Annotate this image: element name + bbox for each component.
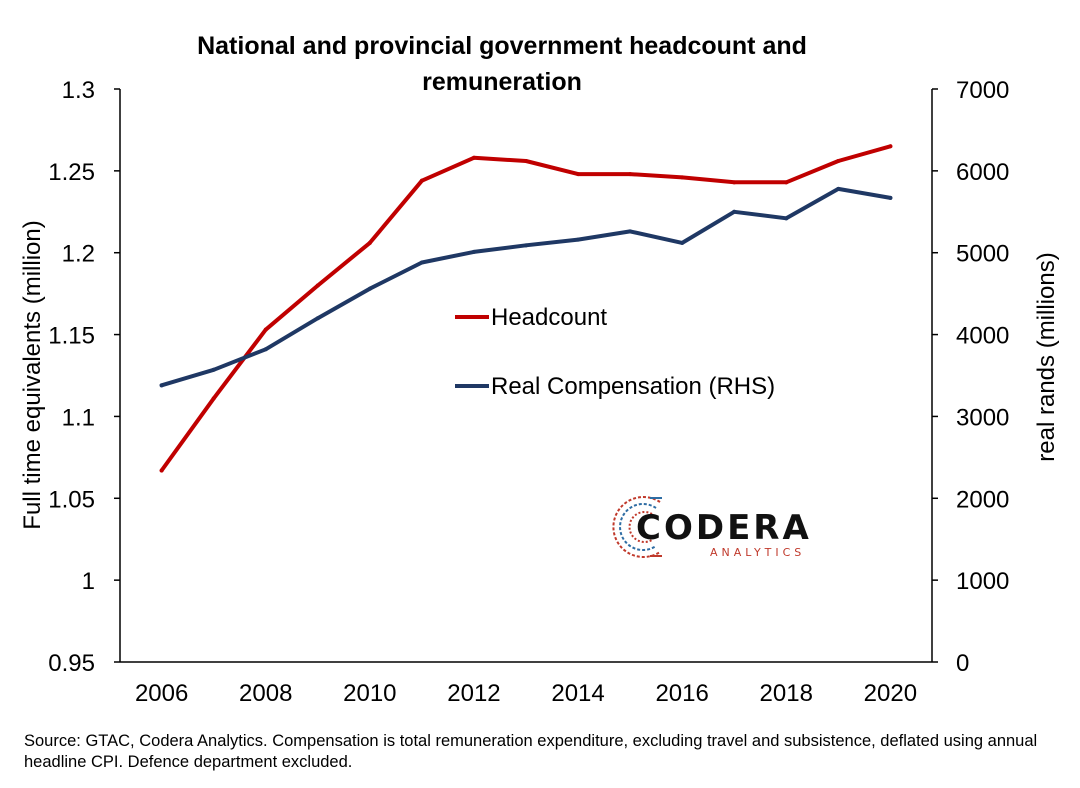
legend: Headcount Real Compensation (RHS) [455,304,775,400]
left-tick-label: 0.95 [48,650,95,677]
right-tick-label: 1000 [956,568,1009,595]
right-tick-label: 0 [956,650,969,677]
data-point-headcount [471,155,476,160]
left-axis-label: Full time equivalents (million) [19,220,46,529]
right-axis-label: real rands (millions) [1033,252,1060,461]
data-point-real-compensation [315,316,320,321]
right-tick-label: 6000 [956,159,1009,186]
chart: National and provincial government headc… [19,32,1060,707]
data-point-headcount [211,396,216,401]
right-tick-label: 5000 [956,241,1009,268]
data-point-headcount [524,159,528,164]
source-note: Source: GTAC, Codera Analytics. Compensa… [24,732,1038,771]
data-point-real-compensation [732,209,737,214]
left-tick-label: 1.05 [48,486,95,513]
data-point-real-compensation [367,286,372,291]
axes [119,89,933,663]
x-axis-ticks: 2006 2008 2010 2012 2014 2016 2018 2020 [135,680,917,707]
series-line-real-compensation [159,186,893,388]
codera-logo: CODERA ANALYTICS [612,496,812,559]
left-tick-label: 1 [82,568,95,595]
data-point-real-compensation [784,216,789,221]
logo-wordmark: CODERA [636,508,812,548]
left-tick-label: 1.1 [62,404,95,431]
data-point-real-compensation [888,195,893,200]
data-point-real-compensation [680,240,685,245]
right-tick-label: 4000 [956,323,1009,350]
data-point-real-compensation [211,367,216,372]
x-tick-label: 2012 [447,680,500,707]
data-point-headcount [888,144,893,149]
right-tick-label: 3000 [956,404,1009,431]
data-point-headcount [732,180,737,185]
left-tick-label: 1.2 [62,241,95,268]
data-point-headcount [576,172,581,177]
data-point-headcount [419,178,424,183]
x-tick-label: 2014 [551,680,604,707]
right-axis-ticks: 0 1000 2000 3000 4000 5000 6000 7000 [932,77,1009,677]
chart-title-line-1: National and provincial government headc… [197,32,807,60]
left-tick-label: 1.15 [48,323,95,350]
left-axis-ticks: 0.95 1 1.05 1.1 1.15 1.2 1.25 1.3 [48,77,120,677]
data-point-real-compensation [263,347,268,352]
data-point-real-compensation [419,260,424,265]
data-point-real-compensation [836,186,841,191]
x-tick-label: 2006 [135,680,188,707]
x-tick-label: 2008 [239,680,292,707]
x-tick-label: 2018 [760,680,813,707]
left-tick-label: 1.3 [62,77,95,104]
data-point-headcount [159,468,164,473]
data-point-headcount [263,327,268,332]
x-tick-label: 2020 [864,680,917,707]
chart-title-line-2: remuneration [422,68,582,96]
data-point-headcount [836,159,841,164]
right-tick-label: 2000 [956,486,1009,513]
data-point-headcount [680,175,685,180]
series-group [159,144,893,473]
data-point-headcount [315,283,320,288]
legend-label-real-compensation: Real Compensation (RHS) [491,373,775,400]
left-tick-label: 1.25 [48,159,95,186]
data-point-headcount [628,172,633,177]
legend-label-headcount: Headcount [491,304,607,331]
right-tick-label: 7000 [956,77,1009,104]
data-point-headcount [784,180,789,185]
x-tick-label: 2010 [343,680,396,707]
data-point-real-compensation [628,229,633,234]
data-point-real-compensation [576,237,581,242]
data-point-real-compensation [159,383,164,388]
data-point-headcount [367,240,372,245]
logo-subtitle: ANALYTICS [710,546,805,559]
data-point-real-compensation [471,249,476,254]
x-tick-label: 2016 [655,680,708,707]
data-point-real-compensation [524,243,528,248]
codera-c-mark-icon [612,496,662,558]
